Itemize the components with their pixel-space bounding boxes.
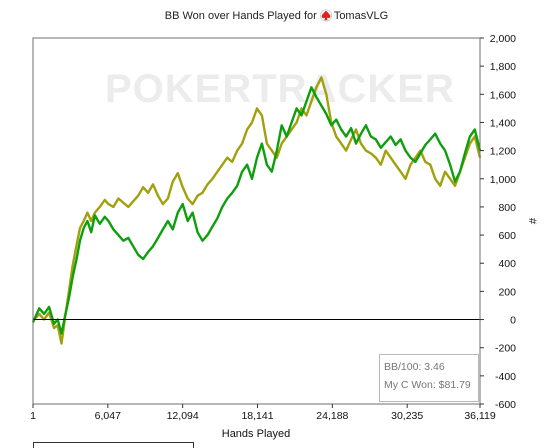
player-name: TomasVLG — [333, 10, 389, 22]
y-tick-label: 200 — [498, 286, 516, 298]
y-axis: -600 -400 -200 0 200 400 600 800 1,000 1,200 1,400… — [480, 33, 516, 411]
bb100-row: BB/100: 3.46 — [384, 358, 478, 376]
y-tick-label: 1,200 — [490, 146, 516, 158]
y-tick-label: -400 — [495, 371, 516, 383]
y-tick-label: 800 — [498, 202, 516, 214]
x-axis: 1 6,047 12,094 18,141 24,188 30,235 36,119 — [30, 404, 496, 422]
cwon-row: My C Won: $81.79 — [384, 376, 478, 394]
x-tick-label: 30,235 — [391, 410, 423, 422]
y-tick-label: 1,400 — [490, 117, 516, 129]
bottom-panel-edge — [33, 442, 194, 448]
series-layer — [31, 76, 482, 345]
chart-title: BB Won over Hands Played for TomasVLG — [0, 9, 553, 25]
x-tick-label: 36,119 — [464, 410, 495, 422]
y-tick-label: -200 — [495, 343, 516, 355]
series-line-2 — [32, 76, 482, 345]
y-tick-label: -600 — [495, 399, 516, 411]
y-tick-label: 1,000 — [490, 174, 516, 186]
watermark: POKERTRACKER — [105, 67, 455, 111]
x-tick-label: 18,141 — [241, 410, 273, 422]
bb100-value: 3.46 — [424, 361, 445, 373]
y-tick-label: 0 — [510, 315, 516, 327]
y-axis-label: # — [526, 218, 538, 225]
y-tick-label: 600 — [498, 230, 516, 242]
y-tick-label: 2,000 — [490, 33, 516, 45]
x-tick-label: 1 — [30, 410, 36, 422]
x-tick-label: 12,094 — [167, 410, 199, 422]
y-tick-label: 1,600 — [490, 89, 516, 101]
stats-box: BB/100: 3.46 My C Won: $81.79 — [379, 354, 479, 402]
cwon-label: My C Won: — [384, 379, 436, 391]
y-tick-label: 1,800 — [490, 61, 516, 73]
cwon-value: $81.79 — [438, 379, 471, 391]
plot-frame — [32, 37, 481, 405]
chart-title-text: BB Won over Hands Played for — [164, 10, 317, 22]
y-tick-label: 400 — [498, 258, 516, 270]
spade-icon — [319, 9, 332, 25]
x-tick-label: 24,188 — [316, 410, 348, 422]
x-axis-label: Hands Played — [222, 428, 291, 440]
series-line-1 — [31, 86, 482, 335]
bb100-label: BB/100: — [384, 361, 422, 373]
x-tick-label: 6,047 — [95, 410, 121, 422]
